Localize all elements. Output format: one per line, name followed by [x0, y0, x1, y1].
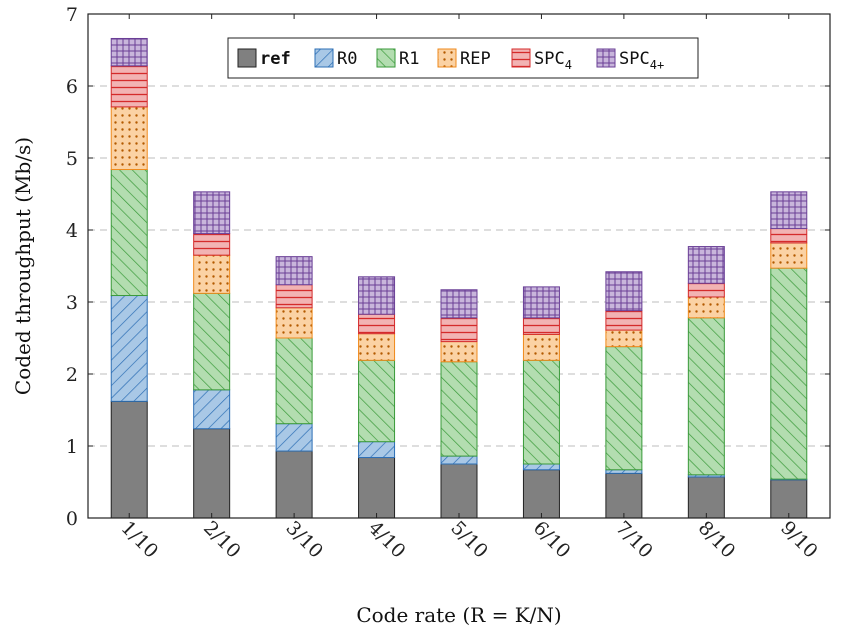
bar-segment-rep: [358, 333, 396, 361]
bar-segment-ref: [358, 457, 396, 519]
bar-segment-r1: [275, 337, 313, 425]
bar-segment-spc4plus: [605, 271, 643, 312]
x-tick-label: 7/10: [611, 517, 657, 563]
bar-segment-ref: [605, 472, 643, 519]
bar-stack-7-10: [605, 271, 643, 519]
x-tick-label: 3/10: [281, 517, 327, 563]
bar-segment-rep: [440, 341, 478, 363]
legend-swatch-spc4: [511, 48, 531, 68]
bar-segment-spc4plus: [770, 191, 808, 230]
bar-segment-r0: [275, 423, 313, 452]
bar-segment-spc4: [275, 284, 313, 309]
y-tick-label: 1: [66, 436, 78, 458]
legend-label-rep: REP: [460, 49, 491, 69]
legend-swatch-rep: [437, 48, 457, 68]
bar-segment-ref: [275, 450, 313, 519]
y-tick-label: 0: [66, 508, 78, 530]
bar-segment-spc4plus: [275, 256, 313, 286]
bar-segment-spc4: [193, 233, 231, 256]
bar-segment-spc4: [440, 317, 478, 343]
bar-segment-ref: [687, 476, 725, 519]
y-tick-label: 5: [66, 148, 78, 170]
legend-label-r0: R0: [337, 49, 357, 69]
y-tick-label: 2: [66, 364, 78, 386]
bar-segment-r0: [193, 389, 231, 430]
y-axis-title: Coded throughput (Mb/s): [11, 137, 35, 395]
legend-label-spc4: SPC4: [534, 49, 572, 72]
bar-segment-r1: [440, 361, 478, 457]
bar-segment-r0: [440, 455, 478, 465]
bar-segment-rep: [605, 329, 643, 348]
x-tick-label: 4/10: [364, 517, 410, 563]
legend-swatch-r1: [376, 48, 396, 68]
bar-segment-r1: [522, 359, 560, 465]
legend-label-r1: R1: [399, 49, 419, 69]
bar-stack-1-10: [110, 37, 148, 519]
bar-segment-spc4plus: [440, 289, 478, 319]
x-tick-label: 2/10: [199, 517, 245, 563]
bar-stack-8-10: [687, 246, 725, 519]
bar-segment-spc4plus: [687, 246, 725, 284]
legend-swatch-spc4plus: [596, 48, 616, 68]
bar-segment-spc4: [687, 282, 725, 298]
bar-segment-r0: [522, 463, 560, 471]
legend-swatch-ref: [237, 48, 257, 68]
bar-segment-rep: [275, 307, 313, 339]
bar-segment-r0: [358, 441, 396, 459]
legend-label-ref: ref: [260, 49, 291, 69]
x-tick-label: 1/10: [117, 517, 163, 563]
x-tick-label: 6/10: [529, 517, 575, 563]
x-tick-label: 8/10: [694, 517, 740, 563]
bar-stack-5-10: [440, 289, 478, 519]
bar-segment-rep: [770, 242, 808, 269]
bar-segment-r1: [193, 292, 231, 391]
bar-segment-rep: [687, 296, 725, 319]
bar-stack-9-10: [770, 191, 808, 519]
bar-stack-2-10: [193, 191, 231, 519]
legend: ref R0 R1 REP SPC4 SPC4+: [227, 37, 699, 79]
bar-segment-spc4plus: [193, 191, 231, 235]
bar-segment-r0: [110, 295, 148, 402]
bar-segment-ref: [770, 479, 808, 519]
legend-label-spc4plus: SPC4+: [619, 49, 664, 72]
x-axis-title: Code rate (R = K/N): [356, 603, 561, 627]
bar-segment-r1: [687, 317, 725, 476]
bar-segment-rep: [110, 106, 148, 171]
bar-segment-spc4: [522, 317, 560, 335]
bar-segment-r1: [770, 267, 808, 480]
bar-stack-4-10: [358, 276, 396, 519]
x-tick-label: 5/10: [446, 517, 492, 563]
bar-segment-rep: [193, 254, 231, 294]
bar-segment-ref: [193, 428, 231, 519]
bar-segment-ref: [440, 463, 478, 519]
x-tick-label: 9/10: [776, 517, 822, 563]
bar-segment-r1: [358, 359, 396, 443]
bar-segment-r1: [110, 169, 148, 297]
y-tick-label: 3: [66, 292, 78, 314]
bar-segment-spc4plus: [358, 276, 396, 315]
bar-segment-ref: [522, 469, 560, 519]
bar-segment-spc4plus: [522, 286, 560, 319]
bar-segment-ref: [110, 400, 148, 519]
y-tick-label: 4: [66, 220, 78, 242]
legend-swatch-r0: [314, 48, 334, 68]
bar-segment-spc4: [358, 313, 396, 335]
bars: [110, 37, 808, 519]
legend-box: [227, 37, 699, 79]
bar-segment-rep: [522, 333, 560, 361]
bar-segment-r1: [605, 346, 643, 471]
bar-segment-spc4: [110, 65, 148, 108]
bar-segment-r0: [605, 469, 643, 474]
y-tick-label: 6: [66, 76, 78, 98]
y-tick-label: 7: [66, 4, 78, 26]
bar-segment-spc4: [770, 228, 808, 244]
bar-stack-3-10: [275, 256, 313, 519]
bar-segment-spc4plus: [110, 37, 148, 67]
bar-stack-6-10: [522, 286, 560, 519]
bar-segment-spc4: [605, 310, 643, 331]
